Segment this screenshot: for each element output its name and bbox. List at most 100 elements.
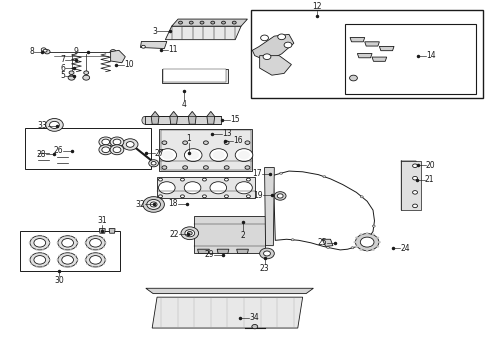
- Circle shape: [126, 141, 134, 147]
- Bar: [251, 10, 484, 98]
- Text: 30: 30: [54, 276, 64, 285]
- Circle shape: [113, 147, 121, 153]
- Bar: [401, 161, 421, 210]
- Circle shape: [110, 137, 124, 147]
- Text: 28: 28: [36, 150, 46, 159]
- Circle shape: [91, 235, 93, 237]
- Circle shape: [77, 259, 79, 261]
- Circle shape: [183, 141, 188, 144]
- Circle shape: [147, 199, 160, 210]
- Circle shape: [98, 235, 99, 237]
- Polygon shape: [172, 19, 247, 26]
- Circle shape: [212, 147, 214, 148]
- Polygon shape: [206, 130, 228, 136]
- Circle shape: [224, 141, 229, 144]
- Circle shape: [83, 75, 90, 80]
- Circle shape: [47, 238, 49, 239]
- Circle shape: [84, 259, 86, 261]
- Circle shape: [224, 178, 228, 181]
- Circle shape: [142, 45, 146, 48]
- Polygon shape: [357, 54, 372, 58]
- Circle shape: [159, 149, 176, 162]
- Circle shape: [30, 253, 49, 267]
- Polygon shape: [350, 37, 365, 42]
- Circle shape: [151, 162, 156, 165]
- Circle shape: [46, 118, 63, 131]
- Circle shape: [159, 178, 162, 181]
- Circle shape: [56, 259, 58, 261]
- Text: 13: 13: [222, 129, 232, 138]
- Text: 5: 5: [60, 71, 65, 80]
- Text: 7: 7: [60, 55, 65, 64]
- Polygon shape: [237, 249, 248, 253]
- Circle shape: [47, 247, 49, 248]
- Circle shape: [366, 250, 368, 252]
- Circle shape: [28, 242, 30, 243]
- Circle shape: [205, 136, 207, 137]
- Text: 31: 31: [98, 216, 107, 225]
- Circle shape: [58, 236, 77, 250]
- Circle shape: [122, 139, 138, 150]
- Polygon shape: [152, 297, 303, 328]
- Circle shape: [69, 71, 74, 75]
- Circle shape: [162, 151, 173, 159]
- Bar: [161, 130, 251, 170]
- Circle shape: [58, 264, 60, 265]
- Circle shape: [246, 195, 250, 198]
- Bar: [157, 177, 255, 198]
- Circle shape: [232, 21, 236, 24]
- Circle shape: [349, 75, 357, 81]
- Circle shape: [99, 145, 113, 155]
- Circle shape: [49, 121, 59, 129]
- Circle shape: [181, 227, 198, 240]
- Ellipse shape: [142, 116, 148, 124]
- Bar: [20, 231, 121, 271]
- Circle shape: [162, 166, 167, 169]
- Circle shape: [376, 246, 379, 248]
- Circle shape: [64, 266, 66, 268]
- Circle shape: [75, 264, 77, 265]
- Text: 1: 1: [186, 134, 191, 143]
- Circle shape: [261, 35, 269, 41]
- Text: 26: 26: [53, 146, 63, 155]
- Circle shape: [236, 182, 252, 194]
- Circle shape: [98, 249, 99, 251]
- Text: 4: 4: [181, 100, 186, 109]
- Circle shape: [221, 133, 223, 134]
- Ellipse shape: [195, 230, 205, 240]
- Circle shape: [110, 145, 124, 155]
- Circle shape: [90, 256, 101, 264]
- Circle shape: [102, 147, 110, 153]
- Circle shape: [44, 50, 50, 54]
- Bar: [25, 129, 151, 169]
- Circle shape: [224, 136, 226, 137]
- Text: 2: 2: [240, 231, 245, 240]
- Polygon shape: [188, 111, 196, 124]
- Circle shape: [36, 235, 38, 237]
- Text: 12: 12: [312, 2, 321, 11]
- Text: 9: 9: [74, 47, 79, 56]
- Circle shape: [202, 195, 206, 198]
- Circle shape: [64, 252, 66, 253]
- Polygon shape: [197, 249, 209, 253]
- Circle shape: [110, 50, 116, 54]
- Text: 17: 17: [252, 169, 262, 178]
- Text: 23: 23: [260, 264, 270, 273]
- Circle shape: [280, 172, 283, 174]
- Circle shape: [274, 192, 286, 200]
- Text: 3: 3: [152, 27, 157, 36]
- Circle shape: [30, 236, 49, 250]
- Circle shape: [49, 259, 51, 261]
- Circle shape: [91, 266, 93, 268]
- Circle shape: [246, 178, 250, 181]
- Circle shape: [28, 259, 30, 261]
- Circle shape: [221, 145, 223, 147]
- Circle shape: [42, 252, 44, 253]
- Text: 24: 24: [400, 244, 410, 253]
- Circle shape: [103, 238, 105, 239]
- Circle shape: [213, 151, 224, 159]
- Circle shape: [413, 176, 417, 180]
- Circle shape: [203, 166, 208, 169]
- Circle shape: [245, 141, 250, 144]
- Circle shape: [235, 149, 253, 162]
